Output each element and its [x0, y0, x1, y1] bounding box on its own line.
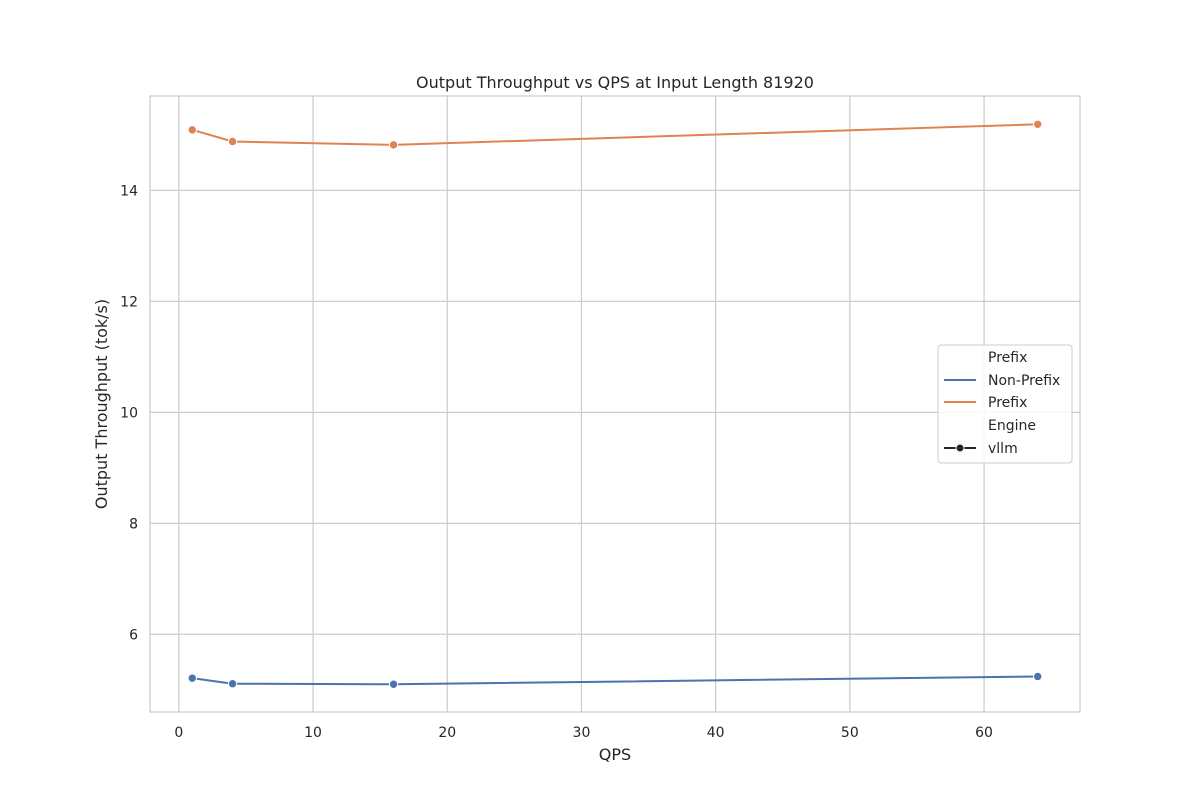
y-axis-label: Output Throughput (tok/s)	[92, 299, 111, 509]
y-tick-label: 8	[129, 516, 138, 532]
y-tick-label: 10	[120, 405, 138, 421]
data-point-prefix	[227, 136, 238, 147]
series-layer	[187, 119, 1043, 689]
plot-frame	[149, 95, 1081, 713]
legend-box	[937, 344, 1073, 464]
data-point-prefix	[1033, 119, 1043, 130]
legend-hue-title: Prefix	[988, 350, 1027, 366]
data-point-prefix	[187, 125, 197, 135]
data-point-non-prefix	[227, 678, 238, 689]
series-line-prefix	[191, 123, 1038, 146]
x-tick-label: 50	[841, 725, 859, 741]
y-tick-label: 14	[120, 183, 138, 199]
legend-vllm-marker	[955, 443, 965, 453]
chart-title: Output Throughput vs QPS at Input Length…	[416, 73, 814, 92]
data-point-prefix	[388, 140, 399, 150]
y-tick-label: 6	[129, 627, 138, 643]
x-tick-label: 10	[304, 725, 322, 741]
legend: Prefix Non-Prefix Prefix Engine vllm	[937, 344, 1073, 464]
x-tick-label: 30	[573, 725, 591, 741]
data-point-non-prefix	[388, 679, 399, 689]
legend-style-title: Engine	[988, 418, 1036, 434]
tick-labels: 0 10 20 30 40 50 60 6 8 10 12 14	[120, 183, 993, 741]
y-tick-label: 12	[120, 294, 138, 310]
x-tick-label: 20	[438, 725, 456, 741]
grid	[150, 96, 1080, 712]
legend-prefix-label: Prefix	[988, 395, 1027, 411]
data-point-non-prefix	[187, 673, 197, 683]
series-line-non-prefix	[192, 675, 1038, 686]
data-point-non-prefix	[1033, 671, 1043, 682]
legend-vllm-label: vllm	[988, 441, 1018, 457]
x-tick-label: 40	[707, 725, 725, 741]
legend-non-prefix-label: Non-Prefix	[988, 373, 1060, 389]
x-tick-label: 0	[174, 725, 183, 741]
x-axis-label: QPS	[599, 745, 631, 764]
x-tick-label: 60	[975, 725, 993, 741]
